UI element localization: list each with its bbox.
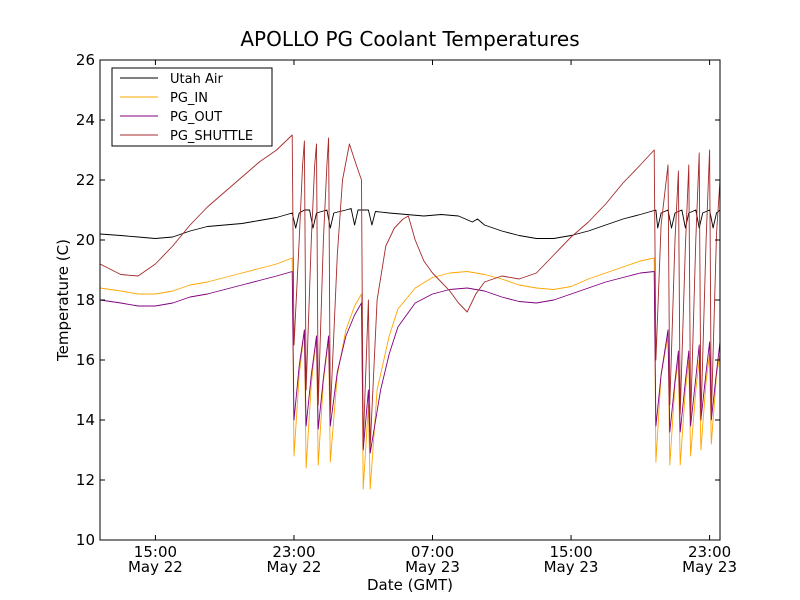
y-tick-label: 22 — [76, 171, 95, 189]
series-line-utah-air — [99, 208, 721, 239]
plot-frame — [99, 59, 721, 541]
legend-box — [111, 67, 273, 147]
legend-label: Utah Air — [170, 72, 223, 87]
series-line-pg-out — [99, 271, 721, 454]
series-layer — [99, 134, 721, 490]
x-tick-date: May 23 — [544, 558, 599, 576]
legend: Utah Air PG_IN PG_OUT PG_SHUTTLE — [111, 67, 273, 147]
x-tick-time: 07:00 — [411, 543, 454, 561]
x-tick-date: May 22 — [267, 558, 322, 576]
y-tick-label: 20 — [76, 231, 95, 249]
y-tick-label: 12 — [76, 471, 95, 489]
chart-title: APOLLO PG Coolant Temperatures — [240, 27, 579, 51]
x-tick-date: May 22 — [128, 558, 183, 576]
y-tick-label: 16 — [76, 351, 95, 369]
x-tick-time: 15:00 — [134, 543, 177, 561]
y-tick-label: 14 — [76, 411, 95, 429]
series-line-pg-shuttle — [99, 134, 721, 448]
x-tick-date: May 23 — [682, 558, 737, 576]
y-tick-label: 18 — [76, 291, 95, 309]
legend-label: PG_SHUTTLE — [170, 129, 253, 144]
legend-label: PG_OUT — [170, 110, 222, 125]
y-tick-label: 26 — [76, 51, 95, 69]
series-line-pg-in — [99, 257, 721, 490]
x-tick-time: 23:00 — [688, 543, 731, 561]
legend-label: PG_IN — [170, 91, 208, 106]
x-tick-time: 15:00 — [549, 543, 592, 561]
y-axis-label: Temperature (C) — [54, 239, 72, 362]
x-tick-date: May 23 — [405, 558, 460, 576]
x-axis-label: Date (GMT) — [367, 576, 453, 594]
x-tick-time: 23:00 — [272, 543, 315, 561]
y-tick-label: 24 — [76, 111, 95, 129]
y-tick-label: 10 — [76, 531, 95, 549]
